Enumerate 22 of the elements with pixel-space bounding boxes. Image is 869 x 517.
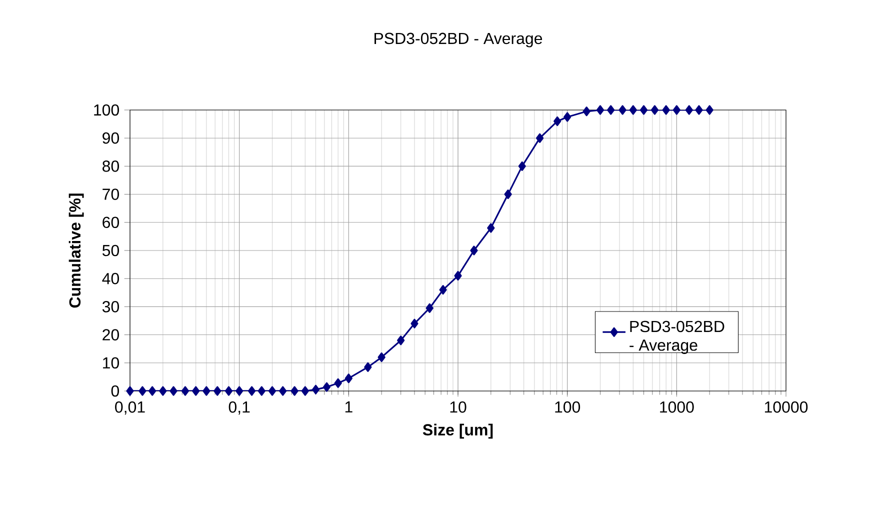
- x-tick-label: 100: [555, 401, 580, 413]
- y-tick-label: 20: [102, 329, 119, 340]
- x-tick-label: 1: [345, 401, 352, 412]
- legend-label: PSD3-052BD - Average: [630, 320, 724, 354]
- x-axis-title: Size [um]: [422, 424, 493, 439]
- y-axis-title: Cumulative [%]: [68, 194, 84, 308]
- x-tick-label: 0,01: [115, 401, 145, 415]
- x-tick-label: 0,1: [228, 401, 250, 415]
- y-tick-label: 90: [102, 132, 119, 144]
- x-tick-label: 10: [450, 401, 466, 413]
- chart-title: PSD3-052BD - Average: [374, 32, 542, 48]
- y-tick-label: 50: [102, 244, 119, 256]
- y-tick-label: 0: [111, 385, 119, 397]
- x-tick-label: 1000: [660, 401, 694, 413]
- x-tick-label: 10000: [764, 401, 808, 413]
- y-tick-label: 10: [103, 357, 119, 369]
- y-tick-label: 40: [102, 272, 119, 284]
- y-tick-label: 100: [94, 104, 119, 116]
- y-tick-label: 80: [102, 160, 119, 172]
- y-tick-label: 30: [102, 301, 119, 312]
- y-tick-label: 70: [102, 188, 119, 200]
- y-tick-label: 60: [102, 216, 119, 228]
